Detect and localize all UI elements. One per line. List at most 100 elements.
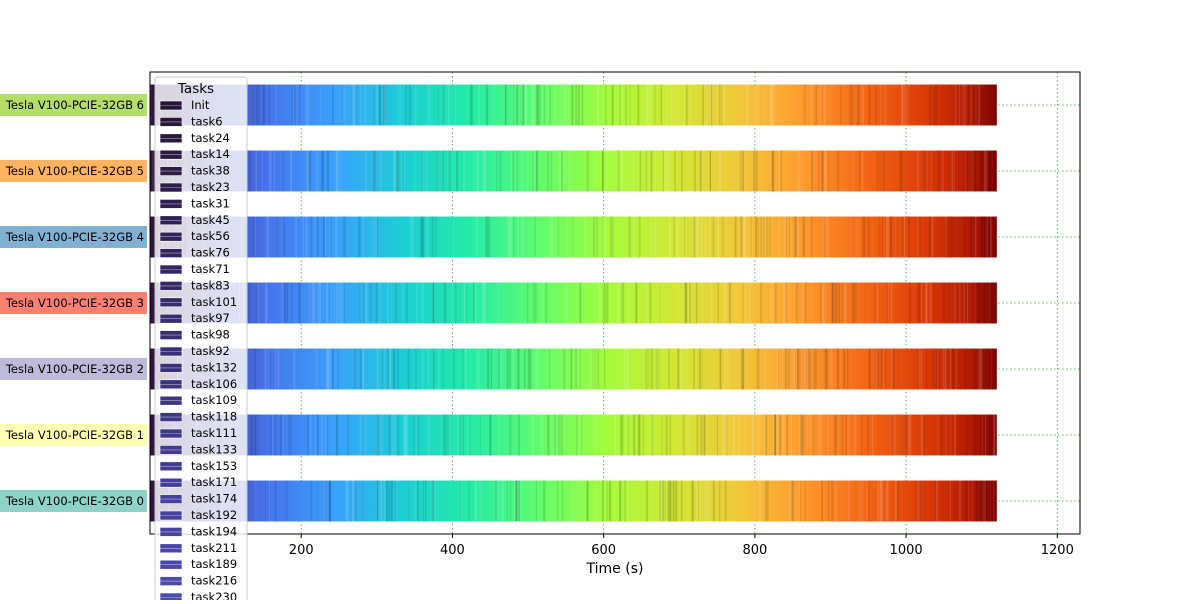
task-segment: [802, 348, 805, 390]
task-segment: [282, 150, 284, 192]
task-segment: [551, 216, 554, 258]
task-segment: [925, 150, 927, 192]
task-segment: [597, 150, 599, 192]
task-segment: [959, 414, 961, 456]
task-segment: [803, 84, 806, 126]
task-segment: [778, 348, 780, 390]
task-segment: [813, 348, 815, 390]
task-segment: [699, 480, 701, 522]
task-segment: [396, 150, 399, 192]
task-segment: [373, 84, 375, 126]
task-segment: [920, 282, 923, 324]
task-segment: [655, 348, 657, 390]
task-segment: [708, 216, 711, 258]
task-segment: [953, 414, 956, 456]
task-segment: [650, 480, 652, 522]
task-segment: [668, 480, 670, 522]
task-segment: [739, 414, 741, 456]
task-segment: [892, 348, 895, 390]
task-segment: [906, 414, 909, 456]
task-segment: [946, 348, 948, 390]
task-segment: [660, 84, 663, 126]
task-segment: [693, 348, 695, 390]
task-segment: [764, 414, 767, 456]
task-segment: [820, 84, 822, 126]
task-segment: [821, 150, 823, 192]
task-segment: [330, 216, 333, 258]
task-segment: [378, 348, 380, 390]
task-segment: [374, 150, 377, 192]
task-segment: [757, 216, 759, 258]
task-segment: [763, 216, 765, 258]
task-segment: [834, 414, 837, 456]
task-segment: [464, 348, 467, 390]
task-segment: [905, 414, 908, 456]
task-segment: [789, 480, 792, 522]
task-segment: [742, 348, 744, 390]
task-segment: [983, 150, 986, 192]
task-segment: [383, 84, 386, 126]
task-segment: [330, 216, 333, 258]
task-segment: [944, 348, 947, 390]
task-segment: [283, 282, 286, 324]
task-segment: [413, 216, 415, 258]
task-segment: [555, 414, 558, 456]
task-segment: [535, 480, 537, 522]
task-segment: [830, 414, 833, 456]
task-segment: [353, 84, 356, 126]
task-segment: [380, 480, 383, 522]
task-segment: [795, 216, 798, 258]
task-segment: [719, 150, 721, 192]
task-segment: [686, 348, 689, 390]
task-segment: [754, 150, 757, 192]
task-segment: [797, 348, 799, 390]
task-segment: [365, 282, 368, 324]
task-segment: [693, 216, 696, 258]
task-segment: [653, 150, 656, 192]
task-segment: [924, 480, 926, 522]
task-segment: [678, 84, 680, 126]
task-segment: [628, 216, 631, 258]
task-segment: [317, 282, 320, 324]
task-segment: [980, 348, 984, 390]
task-segment: [352, 84, 355, 126]
task-segment: [547, 84, 549, 126]
task-segment: [705, 150, 707, 192]
task-segment: [669, 480, 671, 522]
task-segment: [597, 84, 600, 126]
task-segment: [962, 84, 965, 126]
task-segment: [447, 84, 450, 126]
row-label-box: [0, 226, 147, 248]
task-segment: [600, 480, 602, 522]
task-segment: [485, 216, 488, 258]
task-segment: [597, 84, 599, 126]
task-segment: [834, 282, 836, 324]
task-segment: [307, 150, 310, 192]
task-segment: [268, 84, 271, 126]
task-segment: [908, 216, 911, 258]
task-segment: [390, 480, 393, 522]
task-segment: [808, 216, 810, 258]
task-segment: [684, 282, 687, 324]
task-segment: [971, 480, 974, 522]
task-segment: [421, 216, 424, 258]
task-segment: [623, 348, 627, 390]
task-segment: [437, 480, 439, 522]
task-segment: [973, 84, 975, 126]
task-segment: [947, 216, 950, 258]
task-segment: [575, 84, 577, 126]
task-segment: [254, 414, 257, 456]
task-segment: [549, 216, 552, 258]
task-segment: [406, 282, 408, 324]
task-segment: [256, 282, 258, 324]
task-segment: [315, 348, 318, 390]
task-segment: [619, 84, 621, 126]
task-segment: [876, 348, 878, 390]
task-segment: [498, 480, 500, 522]
legend-entry: task6: [191, 114, 223, 128]
legend-entry: task98: [191, 328, 230, 342]
task-segment: [760, 282, 763, 324]
task-segment: [706, 480, 709, 522]
task-segment: [796, 216, 799, 258]
task-segment: [277, 348, 280, 390]
